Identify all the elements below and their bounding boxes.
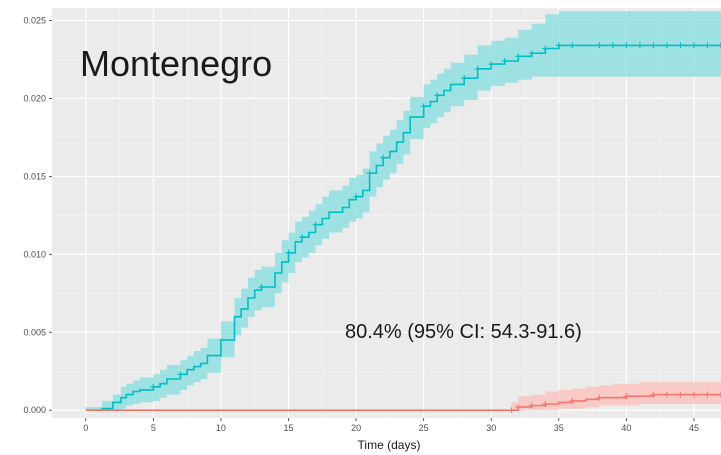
censor-marker-0 [718,42,721,49]
censor-marker-1 [508,407,515,414]
x-tick-label: 10 [216,423,226,433]
x-tick-label: 0 [83,423,88,433]
x-tick-label: 30 [486,423,496,433]
censor-marker-0 [596,42,603,49]
censor-marker-0 [434,92,441,99]
y-tick-label: 0.025 [23,15,46,25]
censor-marker-0 [177,371,184,378]
censor-marker-1 [650,391,657,398]
censor-marker-0 [623,42,630,49]
x-tick-label: 25 [419,423,429,433]
censor-marker-0 [150,383,157,390]
censor-marker-1 [704,391,711,398]
x-tick-label: 35 [554,423,564,433]
censor-marker-1 [515,404,522,411]
censor-markers [150,42,721,414]
y-tick-label: 0.005 [23,327,46,337]
censor-marker-0 [312,221,319,228]
efficacy-annotation: 80.4% (95% CI: 54.3-91.6) [345,321,582,343]
chart-title: Montenegro [80,43,272,84]
censor-marker-1 [542,400,549,407]
censor-marker-1 [528,402,535,409]
y-tick-label: 0.010 [23,249,46,259]
x-tick-label: 5 [151,423,156,433]
x-axis-ticks: 0 5 10 15 20 25 30 35 40 45 [83,418,699,433]
censor-marker-1 [718,391,721,398]
censor-marker-0 [299,234,306,241]
censor-marker-0 [474,65,481,72]
censor-marker-0 [542,45,549,52]
censor-marker-0 [461,75,468,82]
censor-marker-0 [636,42,643,49]
y-axis-ticks: 0.000 0.005 0.010 0.015 0.020 0.025 [23,15,52,415]
censor-marker-0 [380,154,387,161]
censor-marker-1 [690,391,697,398]
x-axis-title: Time (days) [358,438,421,452]
censor-marker-0 [555,42,562,49]
censor-marker-1 [663,391,670,398]
censor-marker-0 [285,249,292,256]
x-tick-label: 45 [689,423,699,433]
censor-marker-0 [704,42,711,49]
censor-marker-0 [650,42,657,49]
censor-marker-0 [258,284,265,291]
censor-marker-1 [569,397,576,404]
censor-marker-0 [501,58,508,65]
censor-marker-0 [420,103,427,110]
censor-marker-0 [366,170,373,177]
censor-marker-0 [569,42,576,49]
censor-marker-0 [609,42,616,49]
censor-marker-0 [488,61,495,68]
censor-marker-0 [353,193,360,200]
x-tick-label: 20 [351,423,361,433]
x-tick-label: 15 [284,423,294,433]
censor-marker-0 [663,42,670,49]
censor-marker-0 [677,42,684,49]
y-tick-label: 0.000 [23,405,46,415]
y-tick-label: 0.020 [23,93,46,103]
censor-marker-1 [623,393,630,400]
confidence-band-0 [85,11,721,411]
censor-marker-0 [515,53,522,60]
y-tick-label: 0.015 [23,171,46,181]
censor-marker-0 [528,50,535,57]
censor-marker-1 [596,394,603,401]
censor-marker-0 [690,42,697,49]
censor-marker-1 [677,391,684,398]
x-tick-label: 40 [621,423,631,433]
